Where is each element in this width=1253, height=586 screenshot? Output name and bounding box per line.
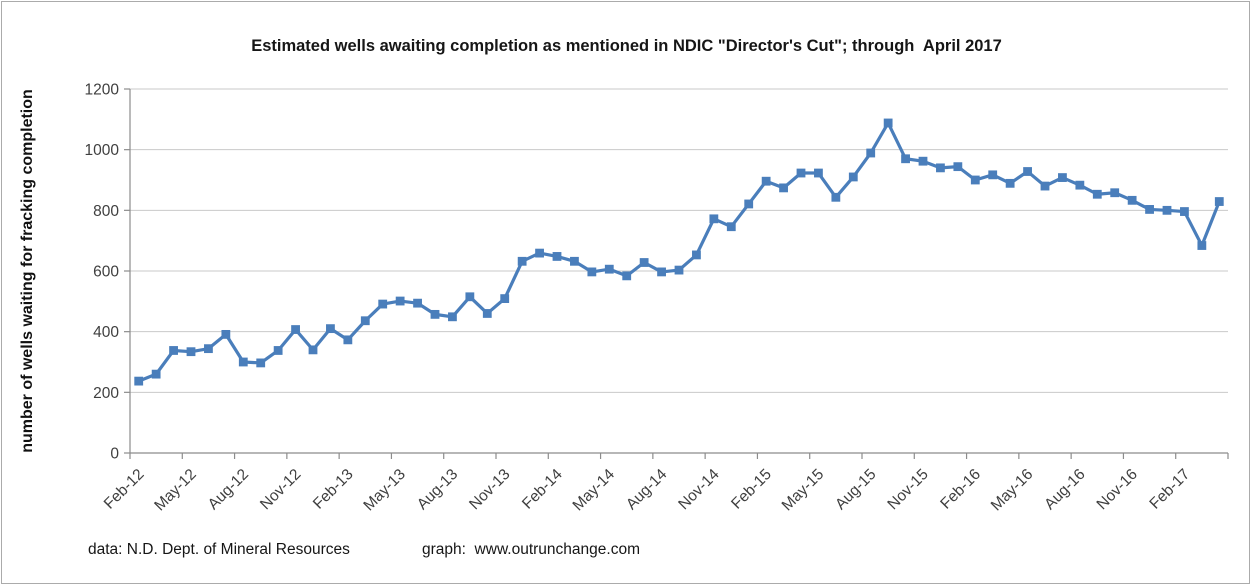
data-source-credit: data: N.D. Dept. of Mineral Resources [88, 541, 350, 558]
data-point-marker [1075, 180, 1085, 190]
data-point-marker [1197, 241, 1207, 250]
y-axis-tick-label: 800 [93, 203, 119, 220]
x-axis-tick-label: May-12 [151, 466, 200, 515]
x-axis-tick-label: Feb-14 [519, 466, 566, 513]
x-axis-tick-label: Feb-17 [1146, 466, 1193, 513]
data-point-marker [1023, 167, 1032, 176]
data-point-marker [1040, 181, 1050, 191]
series-line [137, 121, 1221, 383]
data-point-marker [622, 271, 632, 281]
data-point-marker [291, 325, 300, 334]
data-point-marker [1145, 205, 1154, 214]
data-point-marker [395, 296, 405, 306]
data-point-marker [326, 324, 335, 334]
x-axis-tick-label: Aug-12 [205, 466, 252, 513]
data-point-marker [761, 176, 771, 186]
data-point-marker [500, 294, 510, 304]
data-point-marker [918, 156, 928, 166]
data-point-marker [448, 312, 457, 322]
data-point-marker [639, 258, 649, 267]
data-point-marker [1127, 195, 1137, 205]
data-point-marker [151, 369, 161, 379]
chart-title: Estimated wells awaiting completion as m… [251, 37, 1002, 55]
data-point-marker [465, 292, 475, 302]
data-point-marker [482, 309, 492, 318]
x-axis-tick-label: Nov-16 [1094, 466, 1141, 513]
x-axis-tick-label: Nov-12 [257, 466, 304, 513]
data-point-marker [883, 118, 893, 128]
data-point-marker [134, 376, 144, 386]
y-axis-tick-label: 0 [110, 446, 119, 463]
y-axis-tick-label: 400 [93, 324, 119, 341]
data-point-marker [273, 346, 283, 355]
data-point-marker [238, 357, 248, 367]
x-axis-tick-label: Aug-14 [623, 466, 671, 514]
data-point-marker [848, 172, 858, 182]
data-point-marker [779, 183, 788, 193]
data-point-marker [1214, 197, 1224, 206]
x-axis-tick-label: Nov-14 [675, 466, 723, 514]
graph-credit: graph: www.outrunchange.com [422, 541, 640, 558]
data-point-marker [1092, 189, 1102, 199]
data-point-marker [517, 256, 527, 266]
data-point-marker [1005, 178, 1015, 188]
data-point-marker [814, 168, 823, 178]
x-axis-tick-label: May-16 [988, 466, 1037, 515]
data-point-marker [692, 250, 701, 260]
x-axis-tick-label: Feb-12 [101, 466, 148, 513]
x-axis-tick-label: May-13 [360, 466, 409, 515]
data-point-marker [674, 265, 684, 275]
data-point-marker [535, 248, 544, 258]
data-point-marker [587, 267, 597, 277]
y-axis-tick-label: 1000 [85, 142, 120, 159]
data-point-marker [1180, 207, 1189, 216]
data-point-marker [970, 175, 980, 185]
data-point-marker [308, 345, 318, 355]
x-axis-tick-label: May-15 [779, 466, 828, 515]
data-point-marker [1110, 188, 1120, 198]
y-axis-tick-label: 1200 [85, 82, 120, 99]
data-point-marker [1058, 173, 1067, 182]
data-point-marker [866, 148, 876, 158]
x-axis-tick-label: Nov-15 [884, 466, 931, 513]
data-point-marker [604, 264, 614, 274]
data-point-marker [343, 335, 353, 345]
data-point-marker [796, 168, 806, 178]
x-axis-tick-label: Feb-15 [728, 466, 775, 513]
data-point-marker [901, 154, 910, 164]
data-point-marker [657, 267, 666, 277]
data-point-marker [953, 162, 963, 172]
data-point-marker [709, 214, 719, 224]
data-point-marker [831, 192, 841, 202]
y-axis-tick-label: 200 [93, 385, 119, 402]
data-point-marker [1162, 205, 1172, 215]
data-point-marker [413, 298, 422, 308]
y-axis-tick-label: 600 [93, 264, 119, 281]
data-point-marker [988, 170, 998, 180]
data-point-marker [204, 344, 213, 354]
data-point-marker [552, 252, 562, 261]
data-point-marker [169, 346, 178, 355]
x-axis-tick-label: Feb-13 [310, 466, 357, 513]
x-axis-tick-label: May-14 [570, 466, 619, 515]
data-point-marker [726, 222, 736, 232]
data-point-marker [430, 309, 440, 319]
x-axis-tick-label: Aug-13 [414, 466, 461, 513]
data-point-marker [936, 163, 945, 173]
x-axis-tick-label: Feb-16 [937, 466, 984, 513]
x-axis-tick-label: Aug-15 [832, 466, 879, 513]
data-point-marker [360, 316, 370, 326]
data-point-marker [256, 358, 266, 368]
data-point-marker [378, 299, 388, 309]
data-point-marker [221, 329, 231, 339]
data-point-marker [744, 199, 754, 209]
x-axis-tick-label: Nov-13 [466, 466, 513, 513]
data-point-marker [186, 347, 196, 357]
data-point-marker [570, 256, 579, 266]
x-axis-tick-label: Aug-16 [1041, 466, 1088, 513]
